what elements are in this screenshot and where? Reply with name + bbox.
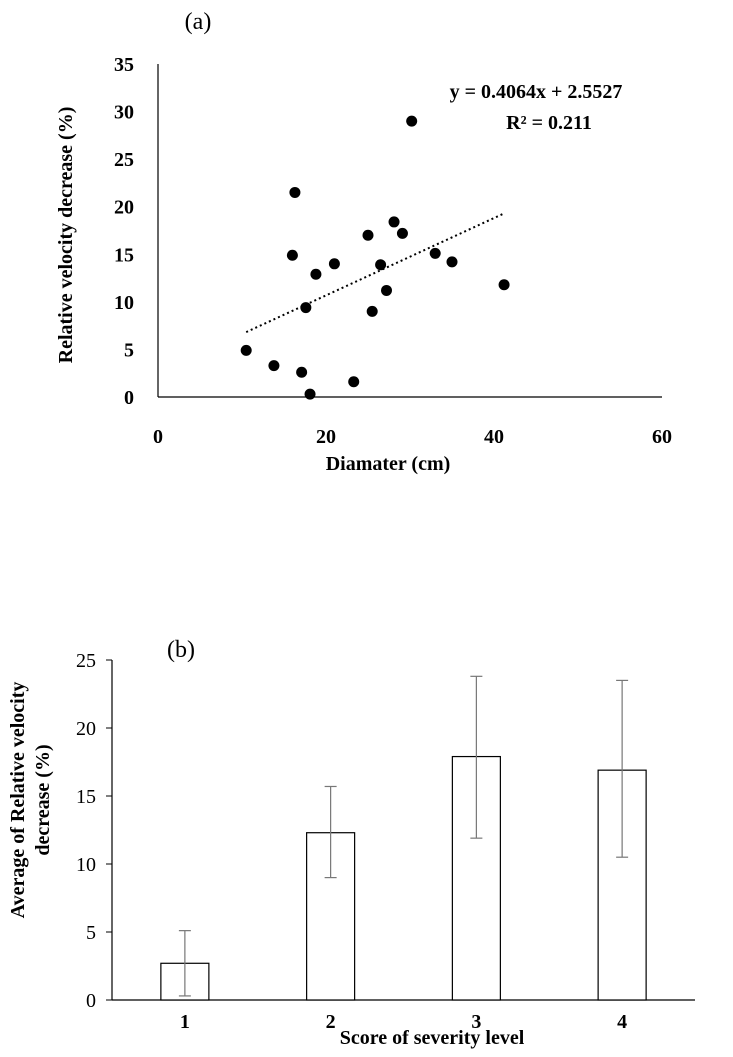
scatter-point	[289, 186, 301, 198]
scatter-point	[268, 360, 280, 372]
y-tick-label: 15	[76, 786, 96, 808]
trendline	[245, 212, 505, 334]
scatter-panel: (a) 0 5 10 15 20 25 30 35 0 20 40 60 y = 0.4064x +…	[55, 9, 672, 475]
y-tick-label: 15	[114, 244, 134, 266]
scatter-point	[380, 284, 392, 296]
scatter-point	[362, 229, 374, 241]
panel-label-a: (a)	[185, 9, 212, 35]
scatter-point	[310, 268, 322, 280]
scatter-point	[498, 279, 510, 291]
scatter-point	[396, 227, 408, 239]
scatter-point	[446, 256, 458, 268]
x-tick-label: 20	[316, 426, 336, 448]
x-tick-label: 0	[153, 426, 163, 448]
r-squared-label: R² = 0.211	[506, 112, 592, 134]
y-tick-label: 0	[86, 990, 96, 1012]
x-tick-label: 40	[484, 426, 504, 448]
y-tick-label: 10	[114, 292, 134, 314]
scatter-point	[406, 115, 418, 127]
x-axis-title: Diamater (cm)	[326, 453, 451, 475]
y-axis-title-line-1: Average of Relative velocity	[7, 682, 29, 919]
bar-panel: (b) 0 5 10 15 20 25 1 2 3 4 Score of severity le…	[7, 637, 695, 1049]
y-axis-title: Relative velocity decrease (%)	[55, 107, 77, 364]
y-tick-label: 0	[124, 387, 134, 409]
y-tick-label: 20	[76, 718, 96, 740]
panel-label-b: (b)	[167, 637, 195, 663]
x-tick-label: 1	[180, 1011, 190, 1033]
y-tick-label: 25	[114, 149, 134, 171]
y-tick-label: 20	[114, 197, 134, 219]
scatter-point	[348, 376, 360, 388]
y-tick-label: 25	[76, 650, 96, 672]
scatter-point	[240, 344, 252, 356]
scatter-point	[328, 258, 340, 270]
y-tick-label: 5	[124, 339, 134, 361]
y-tick-label: 10	[76, 854, 96, 876]
scatter-point	[388, 216, 400, 228]
scatter-point	[375, 259, 387, 271]
scatter-point	[286, 249, 298, 261]
x-axis-title: Score of severity level	[340, 1027, 525, 1049]
y-tick-label: 35	[114, 54, 134, 76]
x-tick-label: 2	[326, 1011, 336, 1033]
y-tick-label: 5	[86, 922, 96, 944]
scatter-point	[304, 388, 316, 400]
scatter-point	[296, 366, 308, 378]
scatter-point	[300, 302, 312, 314]
x-tick-label: 3	[471, 1011, 481, 1033]
y-tick-label: 30	[114, 102, 134, 124]
trendline-equation: y = 0.4064x + 2.5527	[450, 81, 623, 103]
scatter-point	[366, 305, 378, 317]
x-tick-label: 4	[617, 1011, 627, 1033]
scatter-point	[429, 247, 441, 259]
x-tick-label: 60	[652, 426, 672, 448]
y-axis-title-line-2: decrease (%)	[32, 744, 54, 855]
